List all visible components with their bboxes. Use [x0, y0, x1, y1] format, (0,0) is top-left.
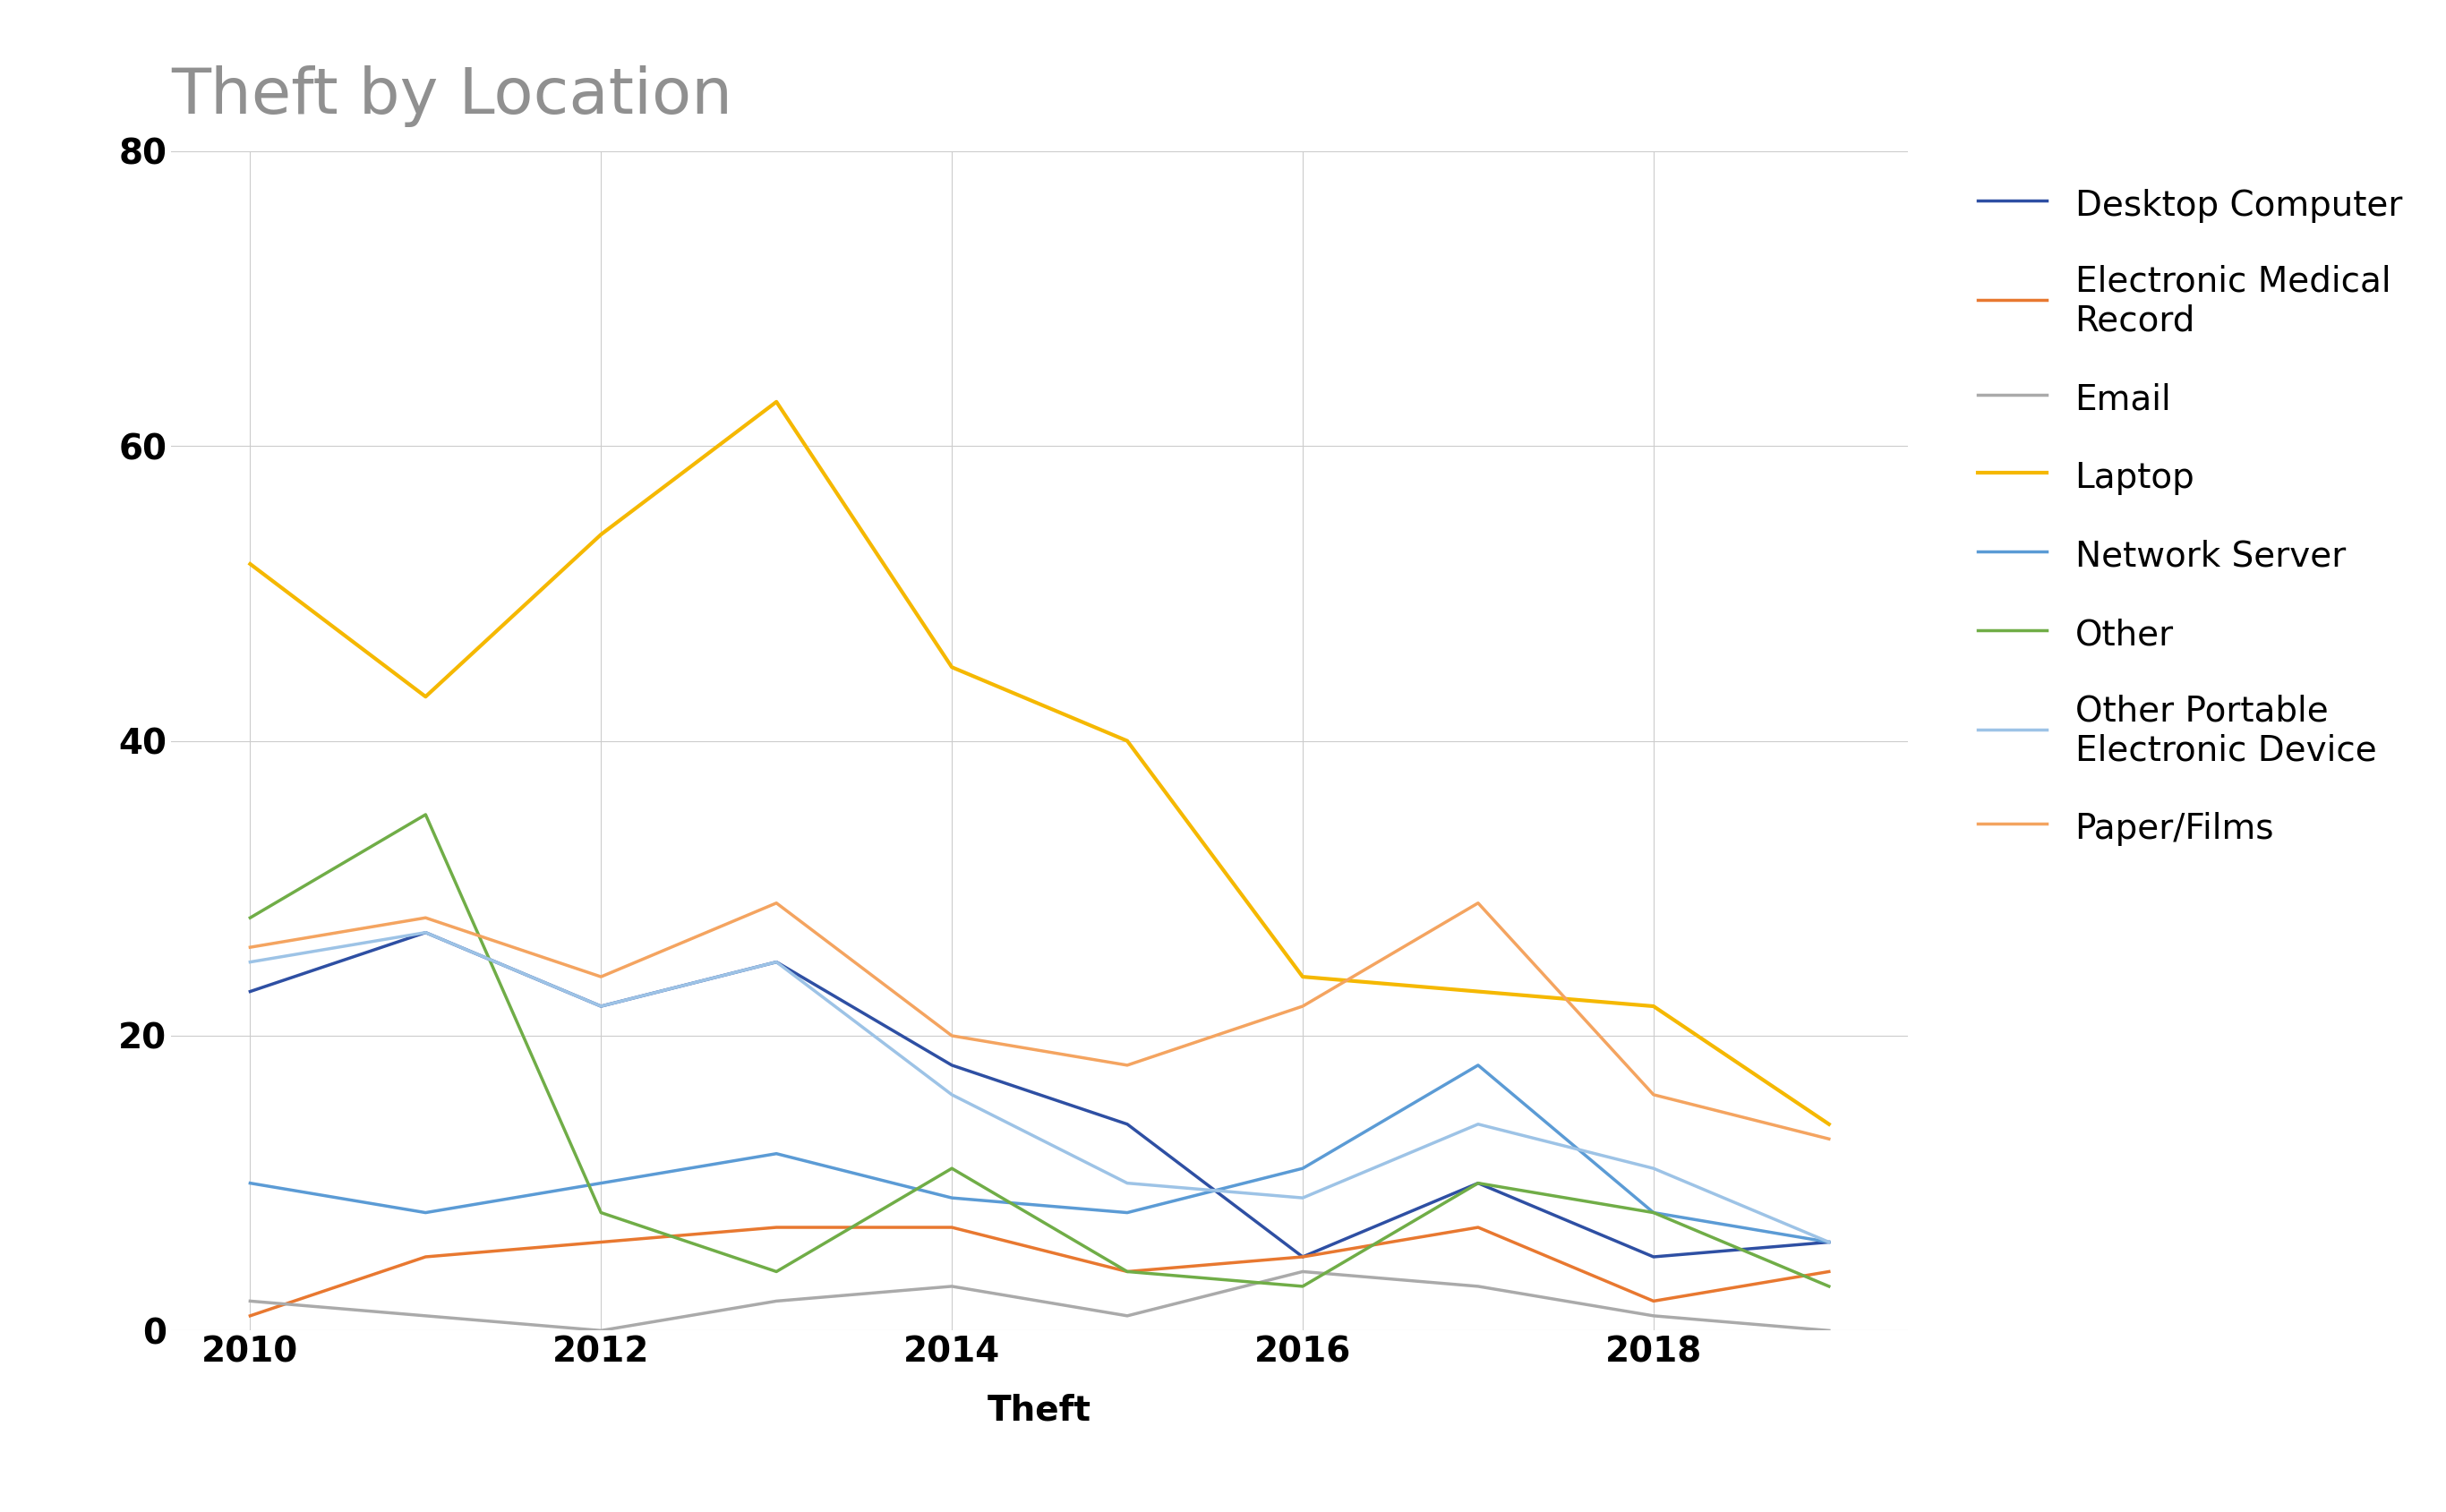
Email [587, 1321, 616, 1340]
Laptop [1463, 983, 1492, 1001]
Email [1113, 1306, 1142, 1325]
Paper/Films [1815, 1129, 1844, 1148]
Laptop [1289, 968, 1318, 986]
Other [587, 1204, 616, 1222]
Paper/Films [587, 968, 616, 986]
Other [937, 1160, 966, 1178]
Desktop Computer [1463, 1173, 1492, 1191]
Network Server [411, 1204, 440, 1222]
Line: Electronic Medical
Record: Electronic Medical Record [249, 1228, 1830, 1315]
X-axis label: Theft: Theft [988, 1394, 1091, 1427]
Laptop [411, 688, 440, 706]
Desktop Computer [1815, 1234, 1844, 1252]
Legend: Desktop Computer, Electronic Medical
Record, Email, Laptop, Network Server, Othe: Desktop Computer, Electronic Medical Rec… [1959, 169, 2419, 863]
Laptop [761, 393, 790, 411]
Paper/Films [411, 909, 440, 927]
Desktop Computer [1289, 1247, 1318, 1266]
Paper/Films [1639, 1086, 1668, 1104]
Email [937, 1278, 966, 1296]
Other [235, 909, 264, 927]
Other [1463, 1173, 1492, 1191]
Laptop [587, 525, 616, 543]
Other Portable
Electronic Device [411, 924, 440, 942]
Other [1113, 1263, 1142, 1281]
Network Server [587, 1173, 616, 1191]
Other [761, 1263, 790, 1281]
Electronic Medical
Record [1463, 1219, 1492, 1237]
Network Server [761, 1145, 790, 1163]
Line: Desktop Computer: Desktop Computer [249, 933, 1830, 1256]
Desktop Computer [1113, 1116, 1142, 1134]
Electronic Medical
Record [1639, 1291, 1668, 1309]
Desktop Computer [937, 1055, 966, 1074]
Electronic Medical
Record [1289, 1247, 1318, 1266]
Email [1815, 1321, 1844, 1340]
Other Portable
Electronic Device [1113, 1173, 1142, 1191]
Other Portable
Electronic Device [1639, 1160, 1668, 1178]
Line: Laptop: Laptop [249, 402, 1830, 1125]
Desktop Computer [235, 983, 264, 1001]
Desktop Computer [411, 924, 440, 942]
Laptop [235, 555, 264, 573]
Line: Other: Other [249, 815, 1830, 1287]
Electronic Medical
Record [1815, 1263, 1844, 1281]
Other Portable
Electronic Device [937, 1086, 966, 1104]
Network Server [1815, 1234, 1844, 1252]
Line: Paper/Films: Paper/Films [249, 903, 1830, 1139]
Electronic Medical
Record [235, 1306, 264, 1325]
Other [1815, 1278, 1844, 1296]
Laptop [937, 658, 966, 676]
Network Server [1113, 1204, 1142, 1222]
Email [1463, 1278, 1492, 1296]
Paper/Films [1463, 894, 1492, 912]
Network Server [235, 1173, 264, 1191]
Electronic Medical
Record [411, 1247, 440, 1266]
Other Portable
Electronic Device [235, 953, 264, 971]
Laptop [1639, 998, 1668, 1016]
Desktop Computer [1639, 1247, 1668, 1266]
Email [411, 1306, 440, 1325]
Email [1639, 1306, 1668, 1325]
Electronic Medical
Record [761, 1219, 790, 1237]
Text: Theft by Location: Theft by Location [171, 65, 734, 127]
Electronic Medical
Record [587, 1234, 616, 1252]
Line: Network Server: Network Server [249, 1064, 1830, 1243]
Electronic Medical
Record [937, 1219, 966, 1237]
Other Portable
Electronic Device [587, 998, 616, 1016]
Line: Email: Email [249, 1272, 1830, 1331]
Email [761, 1291, 790, 1309]
Other Portable
Electronic Device [1289, 1188, 1318, 1207]
Desktop Computer [761, 953, 790, 971]
Other Portable
Electronic Device [761, 953, 790, 971]
Email [1289, 1263, 1318, 1281]
Laptop [1815, 1116, 1844, 1134]
Paper/Films [1289, 998, 1318, 1016]
Desktop Computer [587, 998, 616, 1016]
Other Portable
Electronic Device [1815, 1234, 1844, 1252]
Other [1289, 1278, 1318, 1296]
Electronic Medical
Record [1113, 1263, 1142, 1281]
Network Server [937, 1188, 966, 1207]
Laptop [1113, 732, 1142, 750]
Network Server [1639, 1204, 1668, 1222]
Paper/Films [761, 894, 790, 912]
Network Server [1463, 1055, 1492, 1074]
Paper/Films [937, 1027, 966, 1045]
Other [411, 806, 440, 824]
Paper/Films [1113, 1055, 1142, 1074]
Other [1639, 1204, 1668, 1222]
Line: Other Portable
Electronic Device: Other Portable Electronic Device [249, 933, 1830, 1243]
Network Server [1289, 1160, 1318, 1178]
Paper/Films [235, 937, 264, 957]
Other Portable
Electronic Device [1463, 1116, 1492, 1134]
Email [235, 1291, 264, 1309]
